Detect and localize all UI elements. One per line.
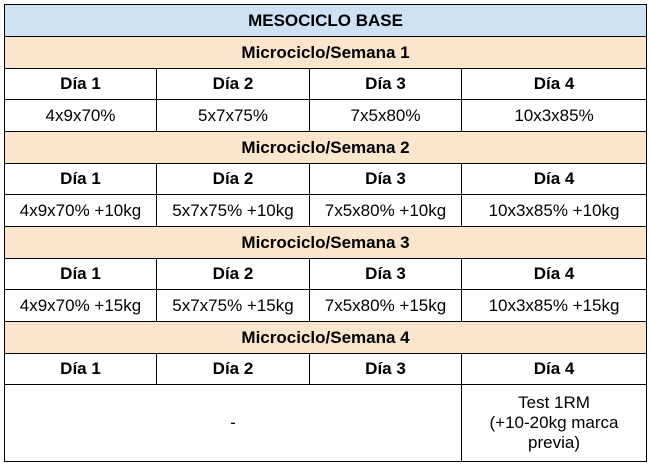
day-label: Día 2 [156, 163, 310, 195]
day-label: Día 4 [460, 163, 648, 195]
day-label: Día 1 [4, 68, 157, 100]
day-label: Día 2 [156, 353, 310, 385]
value-row: - Test 1RM (+10-20kg marca previa) [4, 384, 648, 462]
day-header-row: Día 1 Día 2 Día 3 Día 4 [4, 353, 648, 385]
day-label: Día 2 [156, 258, 310, 290]
value-row: 4x9x70% +15kg 5x7x75% +15kg 7x5x80% +15k… [4, 289, 648, 322]
day-label: Día 3 [309, 68, 462, 100]
week-header-row: Microciclo/Semana 4 [3, 321, 648, 354]
workout-value: 5x7x75% +15kg [156, 289, 310, 322]
table-title: MESOCICLO BASE [3, 4, 648, 37]
workout-value: 4x9x70% [4, 99, 157, 132]
test-value: Test 1RM (+10-20kg marca previa) [489, 393, 619, 452]
day-label: Día 1 [4, 353, 157, 385]
week-header-row: Microciclo/Semana 2 [3, 131, 648, 164]
day-label: Día 1 [4, 258, 157, 290]
week-label: Microciclo/Semana 2 [3, 131, 648, 164]
day-label: Día 2 [156, 68, 310, 100]
workout-value: 5x7x75% [156, 99, 310, 132]
workout-value: 7x5x80% [309, 99, 462, 132]
test-cell: Test 1RM (+10-20kg marca previa) [460, 384, 648, 462]
value-row: 4x9x70% 5x7x75% 7x5x80% 10x3x85% [4, 99, 648, 132]
workout-value: 10x3x85% [460, 99, 648, 132]
day-label: Día 4 [460, 258, 648, 290]
workout-value: 5x7x75% +10kg [156, 194, 310, 227]
day-label: Día 4 [460, 68, 648, 100]
day-header-row: Día 1 Día 2 Día 3 Día 4 [4, 68, 648, 100]
day-label: Día 3 [309, 163, 462, 195]
workout-value: 10x3x85% +10kg [460, 194, 648, 227]
week-header-row: Microciclo/Semana 1 [3, 36, 648, 69]
workout-value: 10x3x85% +15kg [460, 289, 648, 322]
day-header-row: Día 1 Día 2 Día 3 Día 4 [4, 258, 648, 290]
day-label: Día 3 [309, 353, 462, 385]
week-label: Microciclo/Semana 4 [3, 321, 648, 354]
merged-value-cell: - [4, 384, 462, 462]
week-label: Microciclo/Semana 3 [3, 226, 648, 259]
week-header-row: Microciclo/Semana 3 [3, 226, 648, 259]
day-label: Día 1 [4, 163, 157, 195]
value-row: 4x9x70% +10kg 5x7x75% +10kg 7x5x80% +10k… [4, 194, 648, 227]
day-label: Día 3 [309, 258, 462, 290]
workout-value: 4x9x70% +10kg [4, 194, 157, 227]
workout-value: 7x5x80% +15kg [309, 289, 462, 322]
week-label: Microciclo/Semana 1 [3, 36, 648, 69]
day-label: Día 4 [460, 353, 648, 385]
title-row: MESOCICLO BASE [3, 4, 648, 37]
workout-value: 7x5x80% +10kg [309, 194, 462, 227]
workout-value: 4x9x70% +15kg [4, 289, 157, 322]
day-header-row: Día 1 Día 2 Día 3 Día 4 [4, 163, 648, 195]
mesociclo-table: MESOCICLO BASE Microciclo/Semana 1 Día 1… [3, 4, 648, 462]
